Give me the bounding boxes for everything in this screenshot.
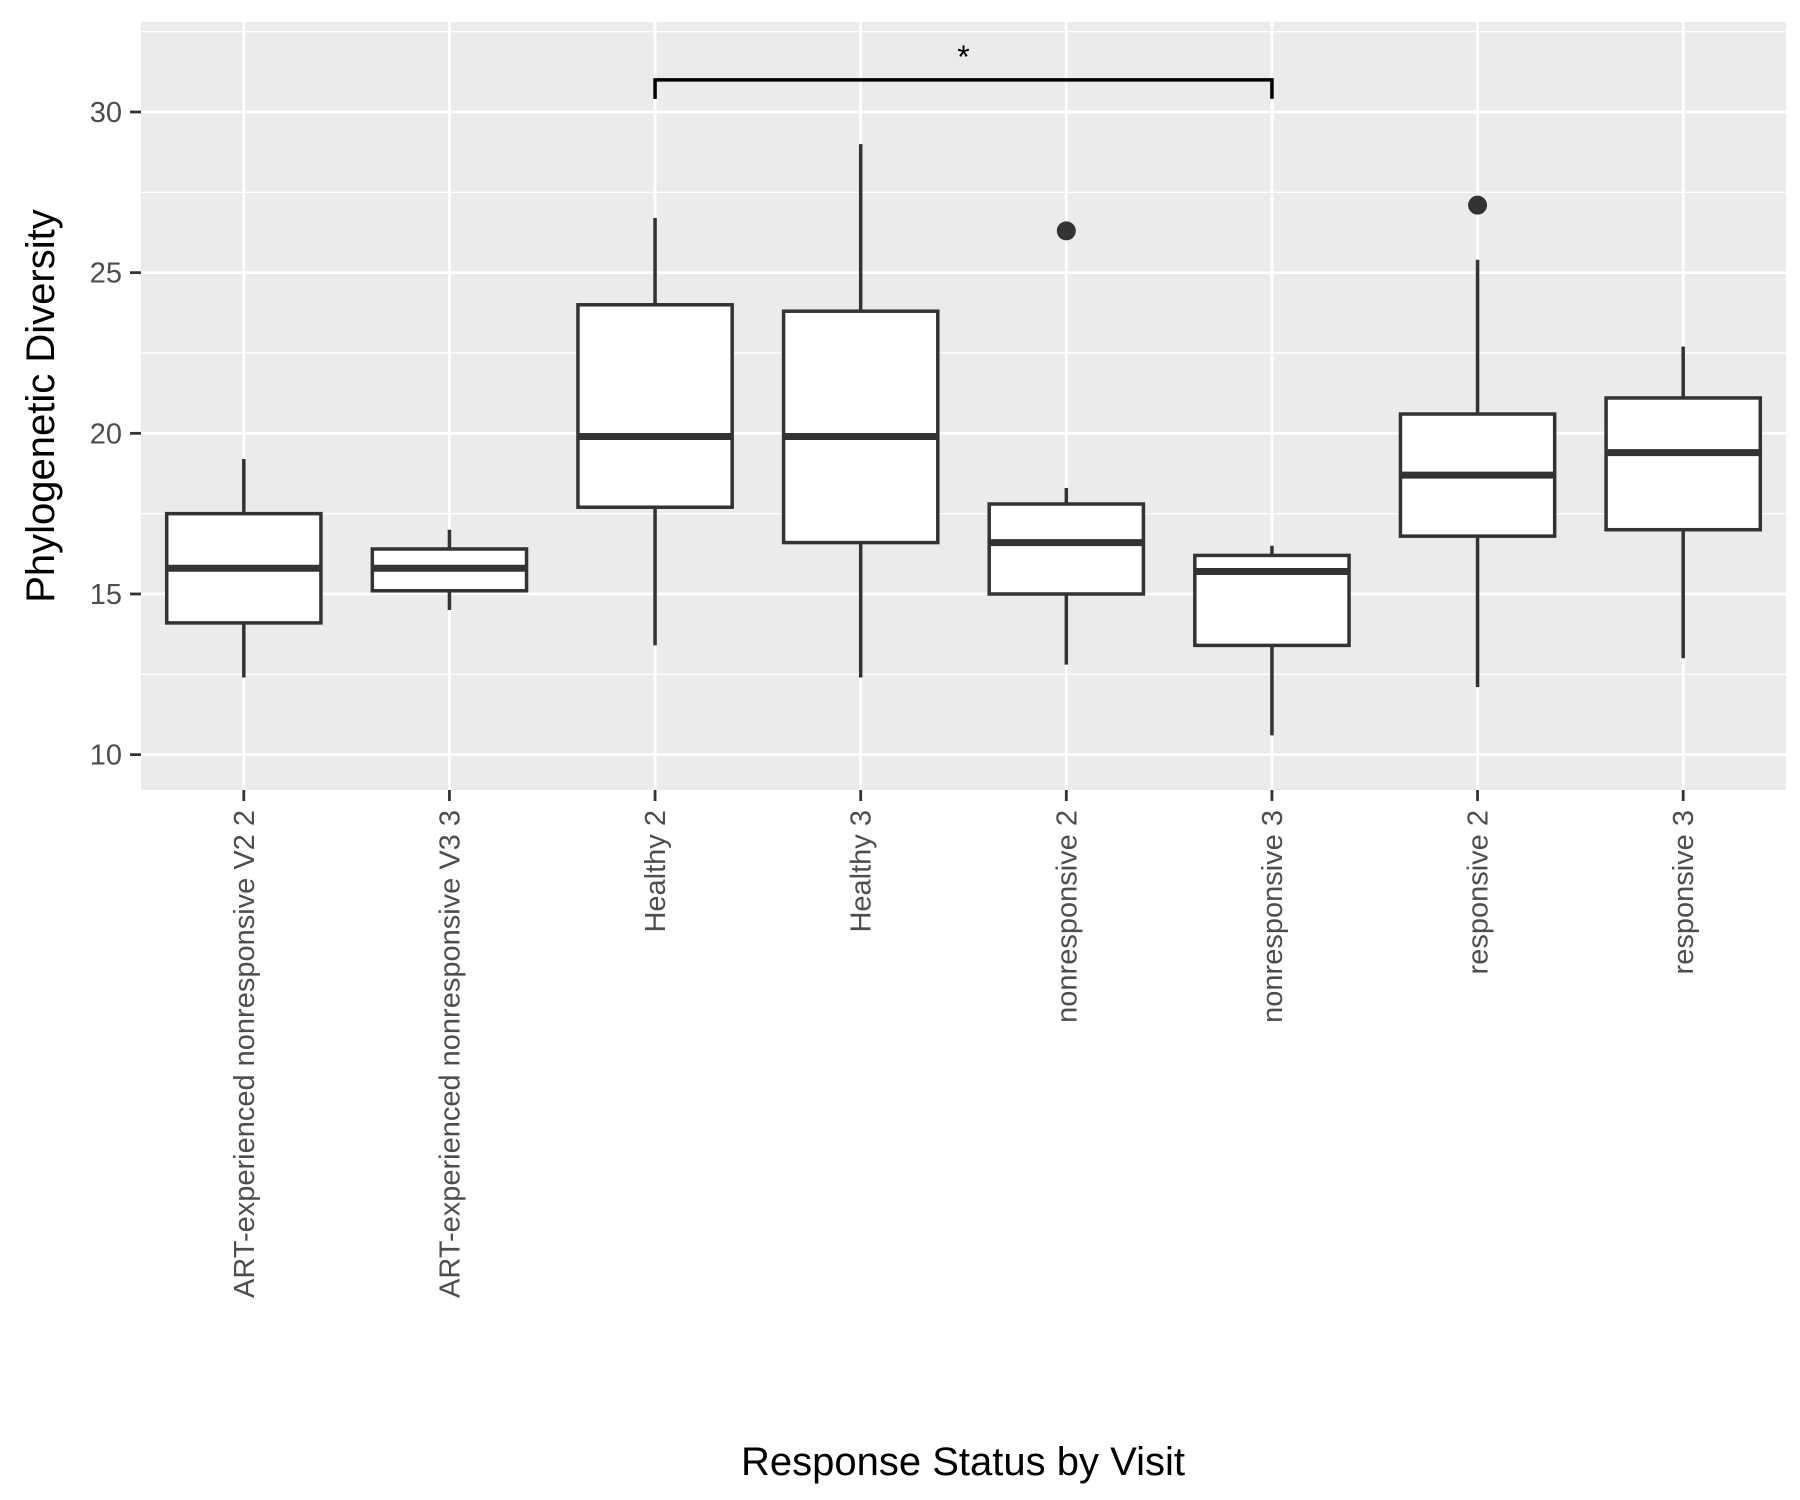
y-tick-label: 15 <box>90 579 122 611</box>
x-tick-label: nonresponsive 2 <box>1051 810 1083 1023</box>
box-iqr <box>987 502 1146 596</box>
y-tick-label: 30 <box>90 97 122 129</box>
box-group <box>1604 346 1763 659</box>
y-axis-title: Phylogenetic Diversity <box>19 209 63 603</box>
box-iqr <box>1604 396 1763 532</box>
box-group <box>781 144 940 678</box>
x-tick-label: nonresponsive 3 <box>1257 810 1289 1023</box>
significance-bracket <box>653 78 1274 99</box>
x-tick-label: Healthy 2 <box>640 810 672 933</box>
box-group <box>164 459 323 678</box>
outlier-point <box>1056 221 1076 241</box>
x-axis: ART-experienced nonresponsive V2 2 ART-ex… <box>229 790 1700 1298</box>
x-tick-label: Healthy 3 <box>846 810 878 933</box>
y-axis: 10 15 20 25 30 <box>90 97 141 772</box>
x-axis-title: Response Status by Visit <box>741 1440 1185 1484</box>
box-iqr <box>781 309 940 545</box>
x-tick-label: responsive 2 <box>1463 810 1495 974</box>
outlier-point <box>1468 195 1488 215</box>
box-group <box>576 218 734 646</box>
box-group <box>987 221 1146 665</box>
box-group <box>1398 195 1557 688</box>
significance-label: * <box>957 39 969 75</box>
x-tick-label: responsive 3 <box>1668 810 1700 974</box>
y-tick-label: 10 <box>90 740 122 772</box>
box-group <box>1193 545 1351 736</box>
y-tick-label: 25 <box>90 258 122 290</box>
box-series <box>164 144 1763 736</box>
x-tick-label: ART-experienced nonresponsive V3 3 <box>434 810 466 1298</box>
annotations: * <box>653 39 1274 99</box>
x-tick-label: ART-experienced nonresponsive V2 2 <box>229 810 261 1298</box>
plot-panel <box>141 22 1786 790</box>
y-tick-label: 20 <box>90 418 122 450</box>
box-iqr <box>576 303 734 509</box>
box-group <box>370 529 529 611</box>
